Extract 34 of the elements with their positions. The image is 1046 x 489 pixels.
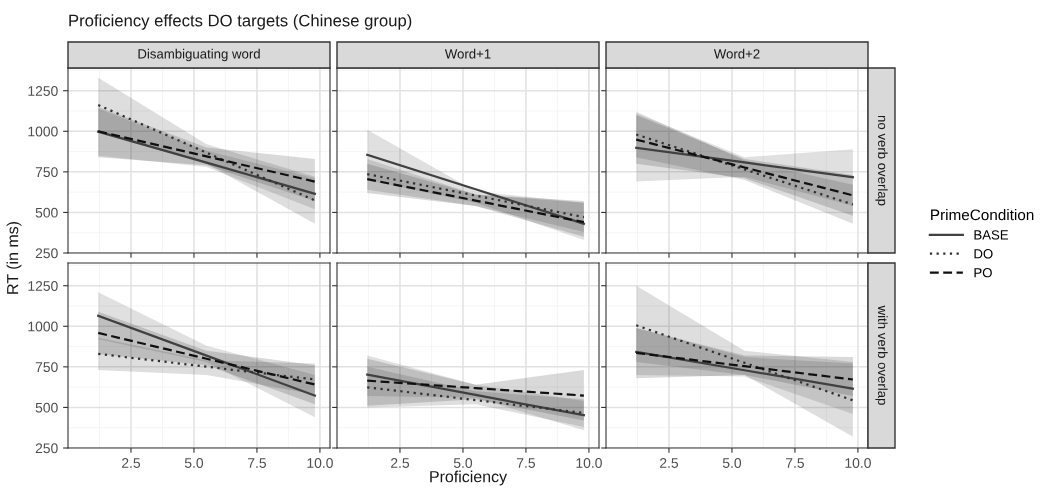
x-tick-label: 10.0 <box>845 458 871 468</box>
x-tick-label: 5.0 <box>722 458 742 468</box>
y-tick-label: 1250 <box>28 86 58 96</box>
y-tick-label: 500 <box>35 402 58 413</box>
legend-label: BASE <box>974 230 1009 240</box>
x-tick-label: 5.0 <box>453 458 473 468</box>
y-tick-label: 500 <box>35 207 58 218</box>
y-axis-title: RT (in ms) <box>6 222 22 294</box>
x-axis-title: Proficiency <box>430 470 508 486</box>
x-tick-label: 7.5 <box>248 458 267 468</box>
x-tick-label: 10.0 <box>307 458 333 468</box>
legend-label: PO <box>974 268 992 278</box>
x-tick-label: 7.5 <box>786 458 805 468</box>
text: no verb overlap <box>875 115 888 206</box>
chart-subtitle: Word+1 <box>444 48 491 59</box>
chart-subtitle: Disambiguating word <box>138 48 260 62</box>
x-tick-label: 10.0 <box>576 458 602 468</box>
legend-title: PrimeCondition <box>931 209 1034 221</box>
y-tick-label: 750 <box>35 362 58 373</box>
x-tick-label: 5.0 <box>184 458 204 468</box>
x-tick-label: 7.5 <box>517 458 536 468</box>
x-tick-label: 2.5 <box>122 458 141 468</box>
chart-title: Proficiency effects DO targets (Chinese group) <box>69 14 412 30</box>
y-tick-label: 750 <box>35 167 58 178</box>
x-tick-label: 2.5 <box>391 458 410 468</box>
y-tick-label: 1250 <box>28 281 58 291</box>
y-tick-label: 250 <box>35 443 58 454</box>
y-tick-label: 250 <box>35 248 58 259</box>
chart-subtitle: Word+2 <box>713 48 760 59</box>
legend-label: DO <box>974 249 993 259</box>
x-tick-label: 2.5 <box>660 458 679 468</box>
text: with verb overlap <box>875 305 888 405</box>
y-tick-label: 1000 <box>28 126 58 137</box>
y-tick-label: 1000 <box>28 321 58 332</box>
